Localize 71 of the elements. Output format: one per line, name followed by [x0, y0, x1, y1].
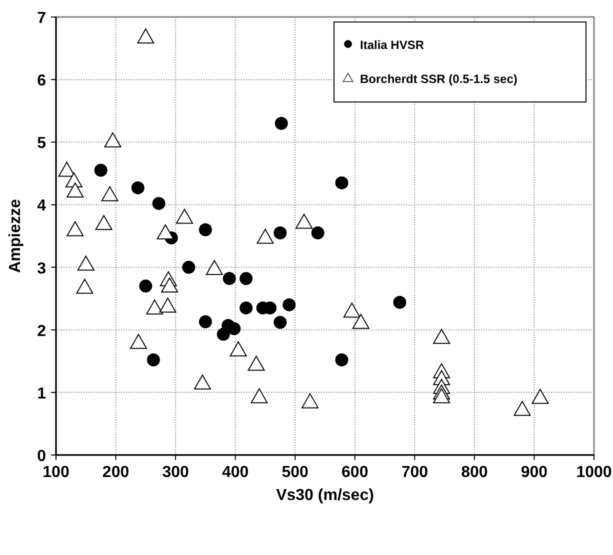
point: [302, 393, 319, 408]
point: [256, 228, 274, 244]
y-tick-label: 4: [37, 198, 46, 215]
point: [182, 260, 196, 274]
point: [274, 116, 288, 130]
x-tick-label: 600: [342, 464, 368, 481]
point: [296, 214, 313, 229]
point: [230, 341, 247, 356]
point: [130, 334, 147, 349]
y-tick-label: 5: [37, 135, 46, 152]
x-tick-label: 1000: [576, 464, 612, 481]
point: [194, 374, 211, 390]
point: [77, 256, 94, 271]
point: [343, 302, 360, 318]
point: [146, 299, 164, 314]
point: [240, 272, 253, 286]
point: [156, 224, 174, 240]
y-tick-label: 0: [37, 448, 46, 465]
point: [176, 208, 194, 224]
y-tick-label: 1: [37, 385, 46, 402]
point: [95, 214, 112, 230]
x-tick-label: 300: [162, 464, 189, 481]
point: [248, 356, 265, 371]
legend-label: Borcherdt SSR (0.5-1.5 sec): [360, 72, 518, 86]
point: [198, 223, 212, 236]
point: [161, 278, 178, 293]
point: [352, 314, 370, 329]
point: [131, 181, 144, 194]
y-axis-title: Ampiezze: [7, 199, 24, 273]
point: [137, 28, 154, 44]
y-tick-label: 7: [37, 10, 46, 27]
x-axis-title: Vs30 (m/sec): [276, 487, 374, 504]
point: [228, 322, 241, 336]
point: [240, 301, 253, 314]
point: [433, 388, 450, 404]
point: [311, 226, 324, 240]
point: [94, 164, 108, 177]
x-tick-label: 900: [520, 464, 548, 481]
point: [250, 388, 268, 404]
legend-label: Italia HVSR: [360, 38, 424, 52]
point: [335, 353, 348, 366]
point: [66, 221, 84, 236]
x-tick-label: 400: [222, 464, 249, 481]
point: [146, 353, 160, 366]
x-tick-label: 100: [42, 464, 70, 481]
point: [159, 298, 176, 313]
point: [76, 278, 94, 294]
point: [206, 260, 223, 276]
point: [198, 315, 212, 328]
point: [66, 182, 84, 198]
point: [58, 162, 76, 177]
x-tick-label: 200: [102, 464, 130, 481]
point: [222, 272, 236, 286]
y-tick-label: 3: [37, 260, 46, 278]
point: [514, 400, 531, 416]
x-tick-label: 500: [282, 464, 309, 481]
y-tick-label: 6: [37, 72, 46, 90]
point: [393, 296, 406, 309]
point: [532, 388, 549, 404]
point: [433, 328, 450, 344]
x-tick-label: 800: [461, 464, 488, 481]
point: [139, 280, 152, 293]
point: [274, 226, 287, 240]
point: [282, 298, 296, 312]
y-tick-label: 2: [37, 322, 46, 340]
x-tick-label: 700: [401, 464, 428, 481]
point: [152, 196, 166, 210]
point: [274, 316, 287, 329]
point: [335, 176, 348, 190]
point: [101, 186, 118, 202]
point: [104, 132, 122, 148]
